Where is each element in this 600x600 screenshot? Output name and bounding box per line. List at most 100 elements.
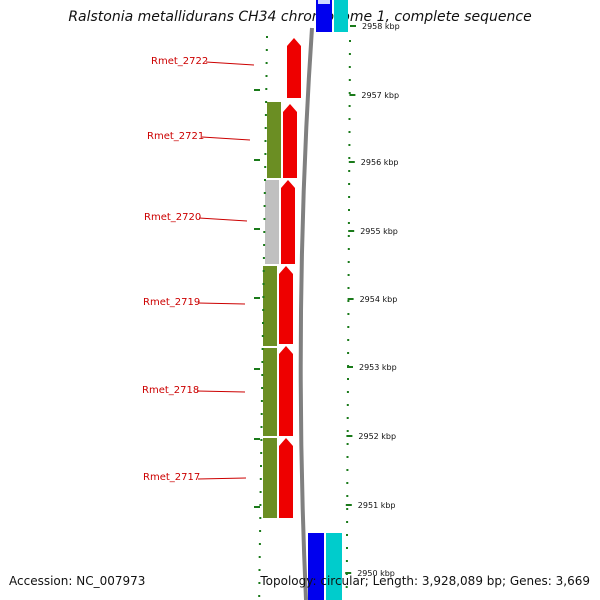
scale-dot	[347, 339, 350, 341]
scale-label: 2953 kbp	[359, 363, 397, 372]
blue-feature-top-cap	[318, 0, 330, 4]
blue-feature-bottom	[308, 533, 324, 600]
gene-label-leader	[198, 217, 248, 222]
scale-dot	[348, 131, 351, 133]
gene-label: Rmet_2719	[143, 297, 200, 308]
scale-dot	[260, 413, 263, 415]
gene-label: Rmet_2720	[144, 212, 201, 223]
gene-label: Rmet_2717	[143, 472, 200, 483]
scale-major-tick	[254, 89, 260, 91]
gene-label: Rmet_2718	[142, 385, 199, 396]
map-title: Ralstonia metallidurans CH34 chromosome …	[68, 9, 532, 25]
scale-dot	[264, 179, 266, 181]
gene-arrow	[279, 346, 293, 436]
scale-label: 2955 kbp	[360, 227, 398, 236]
scale-dot	[258, 595, 261, 597]
scale-dot	[346, 508, 349, 510]
scale-dot	[265, 49, 268, 51]
scale-dot	[260, 439, 263, 441]
scale-dot	[348, 92, 351, 94]
gene-arrow	[283, 104, 297, 178]
scale-major-tick	[254, 228, 260, 230]
gene-label-leader	[197, 477, 247, 480]
scale-dot	[265, 75, 268, 77]
scale-dot	[347, 352, 350, 354]
scale-dot	[347, 313, 350, 315]
scale-dot	[259, 491, 262, 493]
scale-major-tick	[347, 366, 353, 368]
scale-dot	[346, 482, 349, 484]
gene-label-leader	[197, 302, 246, 305]
scale-dot	[264, 127, 267, 129]
gene-label-leader	[196, 390, 246, 393]
scale-dot	[347, 378, 349, 380]
cyan-feature-bottom	[326, 533, 342, 600]
scale-label: 2956 kbp	[361, 158, 399, 167]
scale-major-tick	[254, 438, 260, 440]
scale-dot	[262, 270, 265, 272]
cog-block-2717	[263, 438, 277, 518]
scale-dot	[261, 361, 264, 363]
scale-dot	[347, 300, 350, 302]
cog-block-2720	[265, 180, 279, 264]
scale-dot	[260, 400, 263, 402]
scale-dot	[348, 144, 351, 146]
scale-major-tick	[346, 435, 353, 437]
scale-dot	[264, 153, 267, 155]
scale-dot	[260, 452, 263, 454]
gene-arrow	[279, 266, 293, 344]
scale-dot	[261, 374, 264, 376]
scale-dot	[346, 469, 349, 471]
cog-block-2719	[263, 266, 277, 346]
scale-dot	[347, 261, 350, 263]
scale-dot	[263, 244, 266, 246]
scale-label: 2957 kbp	[361, 91, 399, 100]
scale-dot	[347, 235, 350, 237]
scale-dot	[263, 218, 266, 220]
scale-dot	[261, 348, 264, 350]
scale-major-tick	[348, 230, 355, 232]
scale-dot	[346, 391, 349, 393]
summary-text: Topology: circular; Length: 3,928,089 bp…	[260, 574, 590, 588]
scale-major-tick	[254, 368, 260, 370]
scale-dot	[259, 530, 262, 532]
scale-dot	[346, 404, 349, 406]
scale-dot	[349, 40, 351, 42]
cog-block-2718	[263, 348, 277, 436]
scale-dot	[346, 547, 348, 549]
scale-label: 2958 kbp	[362, 22, 400, 31]
scale-dot	[346, 521, 349, 523]
scale-major-tick	[349, 94, 356, 96]
scale-major-tick	[350, 25, 356, 27]
scale-dot	[346, 495, 349, 497]
scale-dot	[348, 118, 351, 120]
cog-block-2721	[267, 102, 281, 178]
scale-dot	[348, 157, 351, 159]
gene-label: Rmet_2721	[147, 131, 204, 142]
scale-dot	[348, 66, 351, 68]
scale-dot	[258, 543, 261, 545]
scale-dot	[347, 274, 350, 276]
scale-dot	[259, 478, 262, 480]
scale-major-tick	[345, 504, 352, 506]
scale-dot	[258, 556, 261, 558]
scale-dot	[263, 231, 266, 233]
gene-label: Rmet_2722	[151, 56, 208, 67]
scale-dot	[262, 309, 265, 311]
scale-dot	[345, 560, 348, 562]
scale-major-tick	[254, 159, 260, 161]
scale-major-tick	[345, 572, 352, 574]
scale-dot	[346, 443, 349, 445]
scale-dot	[266, 36, 268, 38]
scale-dot	[264, 166, 267, 168]
scale-dot	[259, 504, 262, 506]
scale-dot	[348, 196, 351, 198]
scale-dot	[261, 335, 264, 337]
scale-dot	[265, 62, 268, 64]
scale-major-tick	[254, 297, 260, 299]
scale-dot	[346, 456, 349, 458]
scale-dot	[347, 248, 350, 250]
scale-dot	[258, 582, 261, 584]
